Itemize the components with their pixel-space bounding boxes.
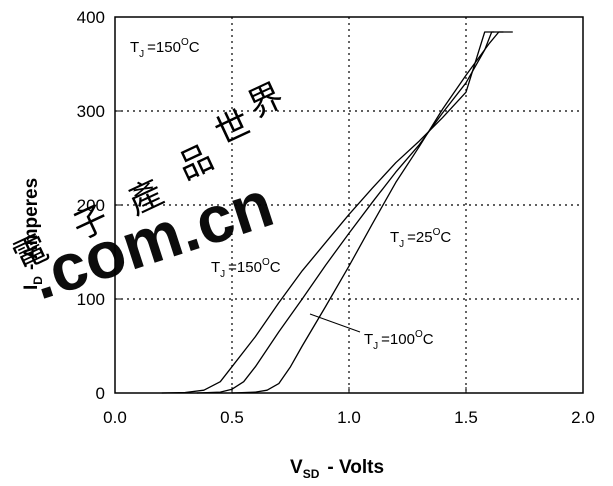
annotation-tj100: TJ =100OC	[364, 329, 434, 352]
annotation-tj150-mid: TJ =150OC	[211, 257, 281, 280]
y-tick-label: 100	[77, 290, 105, 309]
x-axis-label: VSD - Volts	[290, 457, 384, 481]
x-tick-label: 1.0	[337, 408, 361, 427]
y-axis-label: ID- Amperes	[21, 178, 45, 290]
series-line-1	[196, 31, 504, 394]
annotation-tj150-top: TJ =150OC	[130, 37, 200, 60]
series-line-0	[161, 31, 495, 394]
y-tick-label: 0	[96, 384, 105, 403]
watermark-glyph-4: 品	[172, 138, 219, 187]
y-tick-label: 400	[77, 8, 105, 27]
watermark-glyph-5: 世	[209, 103, 256, 152]
y-tick-label: 200	[77, 196, 105, 215]
x-tick-label: 2.0	[571, 408, 595, 427]
x-tick-label: 0.0	[103, 408, 127, 427]
annotation-tj100-leader	[309, 313, 361, 333]
axis-ticks: 0.0 0.5 1.0 1.5 2.0 0 100 200 300 400	[77, 8, 595, 427]
x-tick-label: 0.5	[220, 408, 244, 427]
x-tick-label: 1.5	[454, 408, 478, 427]
series-lines	[161, 31, 513, 394]
watermark-glyph-6: 界	[242, 76, 289, 125]
annotation-tj25: TJ =25OC	[390, 227, 451, 250]
y-tick-label: 300	[77, 102, 105, 121]
grid-lines	[115, 17, 583, 393]
series-line-2	[231, 31, 513, 394]
